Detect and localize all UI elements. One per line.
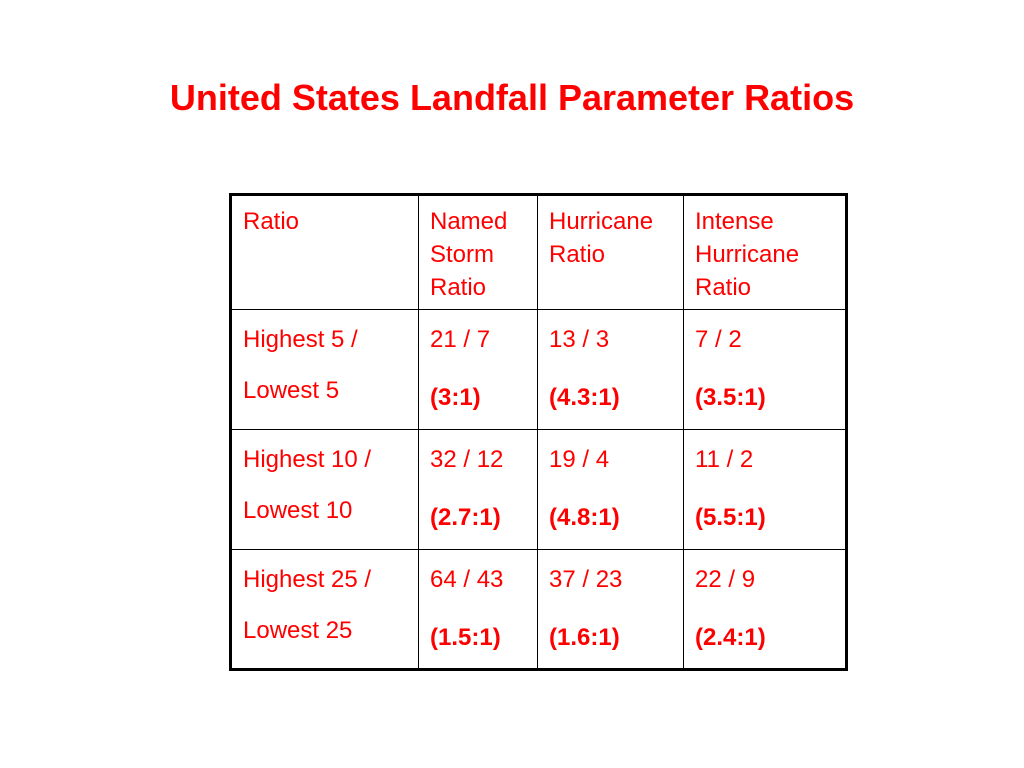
ratio-value: (1.6:1) [549, 624, 620, 651]
row-label-line: Lowest 10 [243, 497, 353, 524]
hurricane-cell: 19 / 4 (4.8:1) [537, 429, 684, 550]
count-value: 7 / 2 [695, 326, 742, 353]
intense-hurricane-cell: 7 / 2 (3.5:1) [683, 309, 847, 430]
header-line: Intense [695, 208, 774, 235]
intense-hurricane-cell: 22 / 9 (2.4:1) [683, 549, 847, 670]
count-value: 11 / 2 [695, 446, 754, 473]
table-row: Highest 10 / Lowest 10 32 / 12 (2.7:1) 1… [230, 429, 847, 550]
ratio-value: (5.5:1) [695, 504, 766, 531]
count-value: 64 / 43 [430, 566, 504, 593]
header-line: Named [430, 208, 508, 235]
row-label-line: Lowest 25 [243, 617, 353, 644]
header-ratio: Ratio [230, 194, 419, 310]
count-value: 32 / 12 [430, 446, 504, 473]
slide-title: United States Landfall Parameter Ratios [169, 77, 855, 118]
count-value: 22 / 9 [695, 566, 756, 593]
table-header-row: Ratio Named Storm Ratio Hurricane Ratio … [230, 194, 847, 310]
header-line: Hurricane [549, 208, 654, 235]
header-line: Ratio [549, 241, 606, 268]
row-label: Highest 10 / Lowest 10 [230, 429, 419, 550]
named-storm-cell: 64 / 43 (1.5:1) [418, 549, 538, 670]
header-line: Storm [430, 241, 495, 268]
ratio-value: (4.8:1) [549, 504, 620, 531]
row-label-line: Highest 5 / [243, 326, 358, 353]
hurricane-cell: 13 / 3 (4.3:1) [537, 309, 684, 430]
header-line: Hurricane [695, 241, 800, 268]
row-label: Highest 5 / Lowest 5 [230, 309, 419, 430]
ratio-value: (2.7:1) [430, 504, 501, 531]
ratio-value: (2.4:1) [695, 624, 766, 651]
ratio-table: Ratio Named Storm Ratio Hurricane Ratio … [229, 193, 848, 671]
count-value: 21 / 7 [430, 326, 491, 353]
ratio-value: (3.5:1) [695, 384, 766, 411]
named-storm-cell: 32 / 12 (2.7:1) [418, 429, 538, 550]
intense-hurricane-cell: 11 / 2 (5.5:1) [683, 429, 847, 550]
row-label-line: Highest 10 / [243, 446, 372, 473]
hurricane-cell: 37 / 23 (1.6:1) [537, 549, 684, 670]
count-value: 13 / 3 [549, 326, 610, 353]
header-intense-hurricane-ratio: Intense Hurricane Ratio [683, 194, 847, 310]
header-ratio-line: Ratio [243, 208, 300, 235]
count-value: 37 / 23 [549, 566, 623, 593]
header-line: Ratio [430, 274, 487, 301]
ratio-value: (4.3:1) [549, 384, 620, 411]
header-named-storm-ratio: Named Storm Ratio [418, 194, 538, 310]
ratio-value: (3:1) [430, 384, 481, 411]
table-row: Highest 5 / Lowest 5 21 / 7 (3:1) 13 / 3… [230, 309, 847, 430]
row-label-line: Highest 25 / [243, 566, 372, 593]
named-storm-cell: 21 / 7 (3:1) [418, 309, 538, 430]
header-line: Ratio [695, 274, 752, 301]
ratio-value: (1.5:1) [430, 624, 501, 651]
row-label-line: Lowest 5 [243, 377, 340, 404]
header-hurricane-ratio: Hurricane Ratio [537, 194, 684, 310]
count-value: 19 / 4 [549, 446, 610, 473]
row-label: Highest 25 / Lowest 25 [230, 549, 419, 670]
table-row: Highest 25 / Lowest 25 64 / 43 (1.5:1) 3… [230, 549, 847, 670]
